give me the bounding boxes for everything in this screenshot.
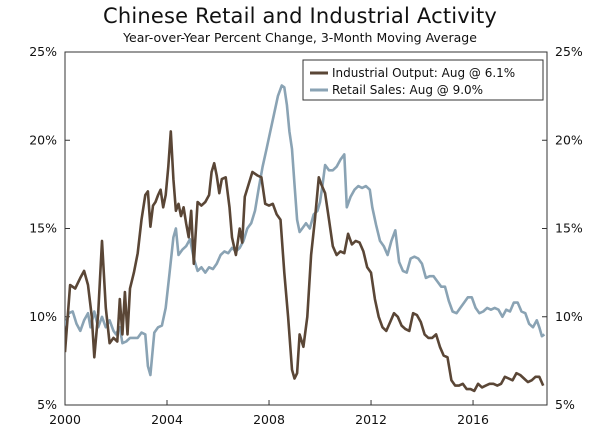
y-tick-label-right: 20%	[555, 132, 583, 147]
legend-box	[302, 59, 544, 101]
x-tick-label: 2016	[457, 412, 489, 427]
y-tick-label-left: 5%	[37, 397, 57, 412]
series-line-retail-sales	[65, 84, 546, 377]
y-tick-label-right: 25%	[555, 44, 583, 59]
x-tick-label: 2000	[49, 412, 81, 427]
y-tick-label-right: 10%	[555, 309, 583, 324]
legend-label: Retail Sales: Aug @ 9.0%	[332, 83, 483, 97]
series-line-industrial-output	[65, 130, 545, 393]
plot-area-frame	[64, 51, 548, 406]
y-tick-label-left: 15%	[29, 221, 57, 236]
x-tick-label: 2004	[151, 412, 183, 427]
y-tick-label-right: 5%	[555, 397, 575, 412]
y-tick-label-left: 25%	[29, 44, 57, 59]
y-tick-label-left: 20%	[29, 132, 57, 147]
y-tick-label-left: 10%	[29, 309, 57, 324]
series-lines	[65, 84, 546, 393]
legend: Industrial Output: Aug @ 6.1% Retail Sale…	[302, 59, 544, 101]
x-tick-label: 2012	[355, 412, 387, 427]
chart-subtitle: Year-over-Year Percent Change, 3-Month M…	[123, 30, 477, 45]
y-tick-label-right: 15%	[555, 221, 583, 236]
axis-ticks: 5% 5% 10% 10% 15% 15% 20% 20% 25% 25% 2000 2004 2008…	[29, 44, 583, 427]
x-tick-label: 2008	[253, 412, 285, 427]
legend-label: Industrial Output: Aug @ 6.1%	[332, 66, 515, 80]
chart-title: Chinese Retail and Industrial Activity	[102, 4, 498, 28]
